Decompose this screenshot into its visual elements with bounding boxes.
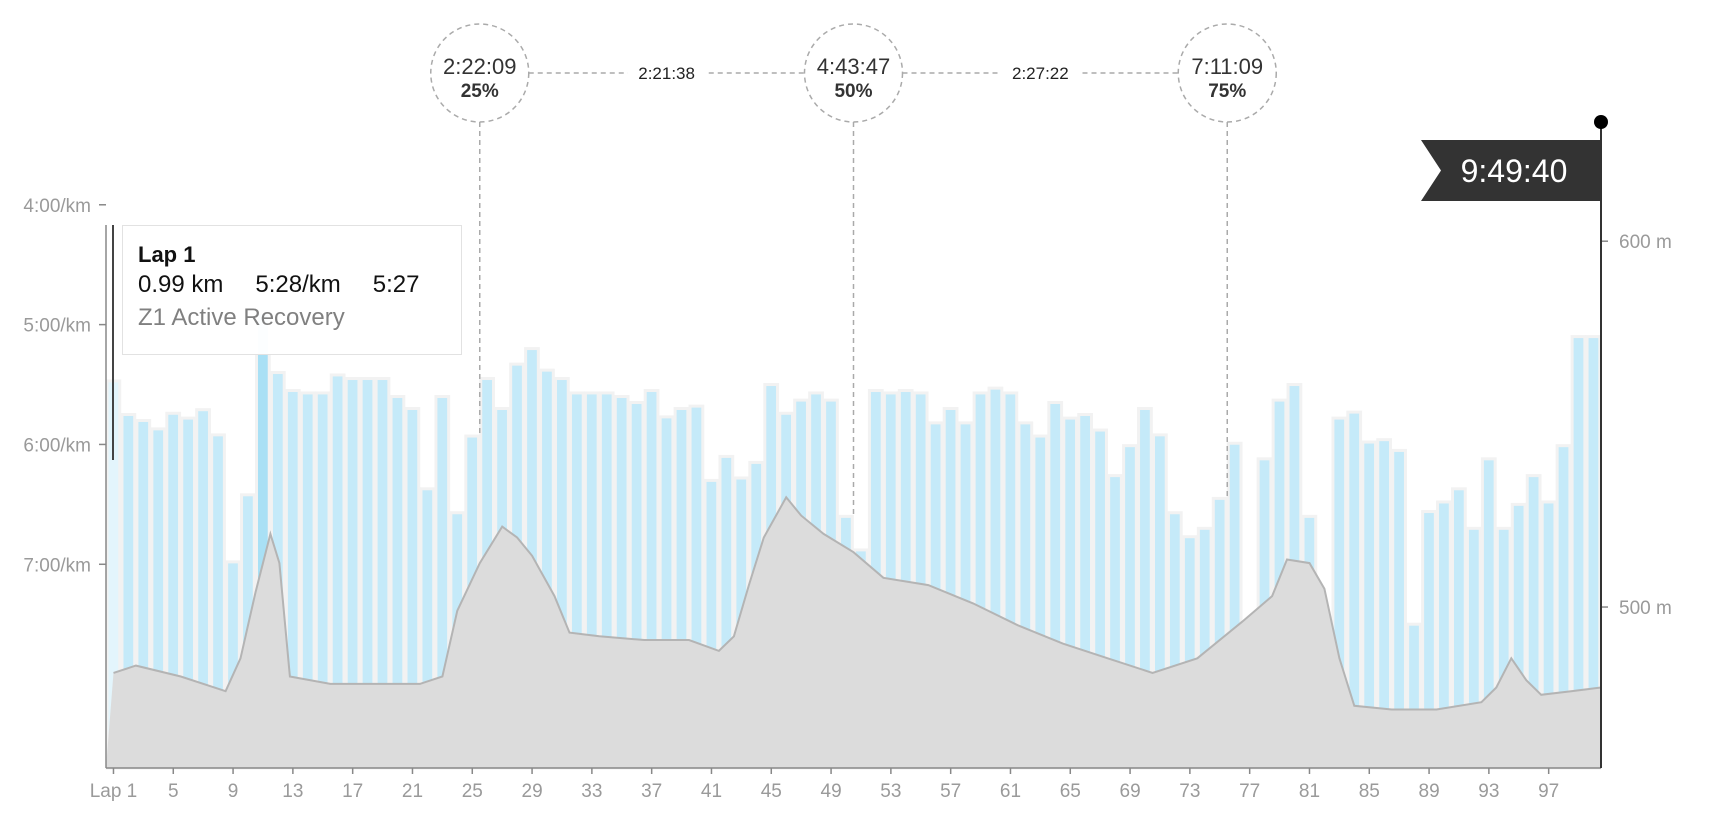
lap-tick-label: 77: [1239, 781, 1260, 802]
elevation-profile: [106, 495, 1602, 768]
elevation-tick-label: 600 m: [1619, 232, 1672, 253]
split-percent-label: 25%: [461, 81, 499, 102]
lap-tick-label: 89: [1419, 781, 1440, 802]
pace-tick-label: 7:00/km: [23, 555, 91, 576]
lap-tick-label: 21: [402, 781, 423, 802]
lap-tick-label: 29: [522, 781, 543, 802]
lap-tick-label: 45: [761, 781, 782, 802]
lap-tick-label: 33: [581, 781, 602, 802]
lap-tick-label: 17: [342, 781, 363, 802]
lap-tick-label: 49: [821, 781, 842, 802]
elevation-line: [113, 495, 1602, 711]
split-diff-background: [627, 61, 706, 85]
tooltip-lap-title: Lap 1: [138, 242, 196, 267]
pace-tick-label: 5:00/km: [23, 316, 91, 337]
lap-tick-label: 13: [282, 781, 303, 802]
split-diff-background: [1001, 61, 1080, 85]
split-percent-label: 50%: [834, 81, 872, 102]
elevation-axis-ticks: 600 m 500 m: [1601, 232, 1672, 619]
split-percent-label: 75%: [1208, 81, 1246, 102]
lap-tick-label: 53: [880, 781, 901, 802]
lap-tick-label: 61: [1000, 781, 1021, 802]
split-circle: [803, 23, 904, 123]
lap-tick-label: 97: [1538, 781, 1559, 802]
split-diff-label: 2:27:22: [1012, 64, 1069, 83]
lap-tick-label: 5: [168, 781, 179, 802]
split-circle: [430, 23, 530, 123]
lap-tick-label: 81: [1299, 781, 1320, 802]
tooltip-time: 5:27: [372, 271, 420, 298]
lap-tick-label: 9: [228, 781, 239, 802]
finish-banner: [1421, 140, 1601, 201]
finish-flag: 9:49:40: [1421, 115, 1608, 768]
tooltip-pace: 5:28/km: [255, 271, 341, 298]
lap-tick-label: 73: [1179, 781, 1200, 802]
lap-tick-label: 41: [701, 781, 722, 802]
lap-tick-label: Lap 1: [90, 781, 138, 802]
lap-tick-label: 69: [1120, 781, 1141, 802]
tooltip-distance: 0.99 km: [138, 271, 224, 298]
lap-tick-label: 37: [641, 781, 662, 802]
tooltip-stats-row: 0.99 km 5:28/km 5:27: [138, 268, 446, 302]
elevation-tick-label: 500 m: [1619, 598, 1672, 619]
finish-pole-cap: [1594, 115, 1608, 129]
split-time-label: 2:22:09: [443, 54, 516, 79]
finish-time-label: 9:49:40: [1461, 153, 1568, 189]
split-time-label: 4:43:47: [817, 54, 890, 79]
pace-axis-ticks: 4:00/km 5:00/km 6:00/km 7:00/km: [23, 196, 106, 576]
split-time-label: 7:11:09: [1191, 54, 1263, 79]
lap-tick-label: 93: [1478, 781, 1499, 802]
lap-axis-ticks: Lap 1 5 9 13 17 21 25 29 33 37 41 45 49 53 57 61 65 69 73 7…: [90, 768, 1559, 802]
split-circle: [1177, 23, 1277, 123]
lap-tick-label: 85: [1359, 781, 1380, 802]
lap-tooltip: Lap 1 0.99 km 5:28/km 5:27 Z1 Active Rec…: [122, 225, 462, 355]
lap-tick-label: 57: [940, 781, 961, 802]
pace-tick-label: 4:00/km: [23, 196, 91, 217]
split-diff-label: 2:21:38: [638, 64, 695, 83]
tooltip-zone: Z1 Active Recovery: [138, 304, 345, 331]
lap-tick-label: 25: [462, 781, 483, 802]
pace-tick-label: 6:00/km: [23, 435, 91, 456]
lap-tick-label: 65: [1060, 781, 1081, 802]
